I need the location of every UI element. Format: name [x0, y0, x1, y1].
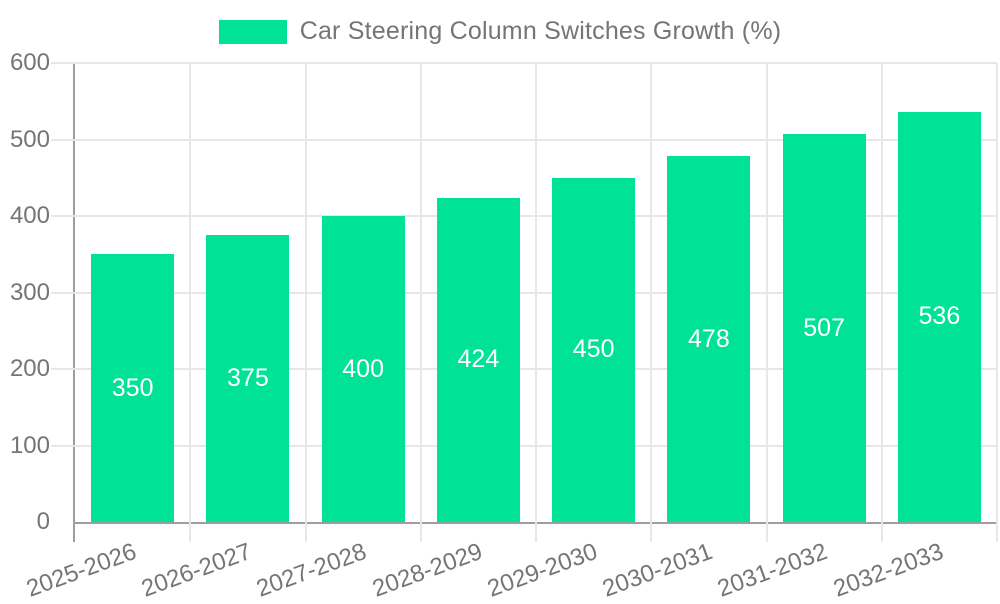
x-axis-tick-label: 2032-2033 — [829, 538, 947, 603]
gridline-vertical — [880, 63, 883, 542]
gridline-horizontal — [51, 62, 997, 64]
gridline-horizontal — [51, 444, 997, 447]
gridline-horizontal — [51, 368, 997, 370]
x-axis-tick-label: 2029-2030 — [483, 538, 601, 603]
gridline-vertical — [650, 63, 653, 542]
bar: 375 — [206, 235, 290, 522]
bar-value-label: 536 — [918, 302, 961, 331]
y-axis-labels: 0 100 200 300 400 500 600 — [0, 49, 50, 535]
gridline-vertical — [189, 63, 192, 542]
x-axis-tick-label: 2026-2027 — [138, 538, 256, 603]
gridline-horizontal — [51, 291, 997, 294]
gridline-vertical — [996, 63, 998, 542]
bar-value-label: 350 — [111, 373, 154, 402]
y-axis-tick-label: 0 — [36, 508, 50, 535]
y-axis-tick-label: 200 — [9, 355, 50, 382]
plot-area: 350 375 400 424 450 478 507 536 — [51, 62, 998, 542]
gridline-vertical — [304, 63, 307, 542]
x-axis-tick-label: 2030-2031 — [599, 538, 717, 603]
bar-value-label: 400 — [342, 354, 384, 383]
gridline-horizontal — [51, 215, 997, 217]
x-axis-tick-label: 2025-2026 — [22, 538, 140, 603]
gridline-vertical — [535, 63, 537, 542]
bar-value-label: 375 — [227, 364, 269, 393]
bar: 400 — [321, 216, 405, 522]
legend-swatch-icon — [218, 19, 287, 44]
bar-value-label: 424 — [457, 345, 500, 374]
gridline-vertical — [419, 63, 422, 542]
bar-value-label: 507 — [803, 313, 845, 342]
gridline-vertical — [765, 63, 768, 542]
bar: 424 — [436, 197, 520, 522]
legend: Car Steering Column Switches Growth (%) — [0, 17, 1000, 46]
legend-item-growth[interactable]: Car Steering Column Switches Growth (%) — [218, 17, 782, 46]
gridline-horizontal — [51, 138, 997, 141]
bar-value-label: 450 — [572, 335, 615, 364]
x-axis-tick-label: 2028-2029 — [368, 538, 486, 603]
legend-label: Car Steering Column Switches Growth (%) — [299, 17, 782, 45]
bar: 450 — [552, 177, 636, 522]
x-axis-tick-label: 2031-2032 — [714, 538, 832, 603]
bar: 536 — [897, 111, 981, 522]
y-axis-tick-label: 100 — [9, 431, 50, 459]
y-axis-tick-label: 400 — [9, 202, 50, 229]
x-axis-tick-label: 2027-2028 — [253, 538, 371, 603]
bar: 507 — [782, 134, 866, 522]
x-axis-labels: 2025-2026 2026-2027 2027-2028 2028-2029 2029… — [23, 538, 995, 603]
x-axis-boundary-tick — [73, 522, 75, 542]
bar: 350 — [91, 254, 175, 522]
bar-value-label: 478 — [688, 324, 730, 353]
y-axis-tick-label: 500 — [9, 125, 50, 153]
bar: 478 — [667, 156, 751, 522]
y-axis-tick-label: 300 — [9, 278, 50, 306]
y-axis-tick-label: 600 — [9, 49, 50, 76]
